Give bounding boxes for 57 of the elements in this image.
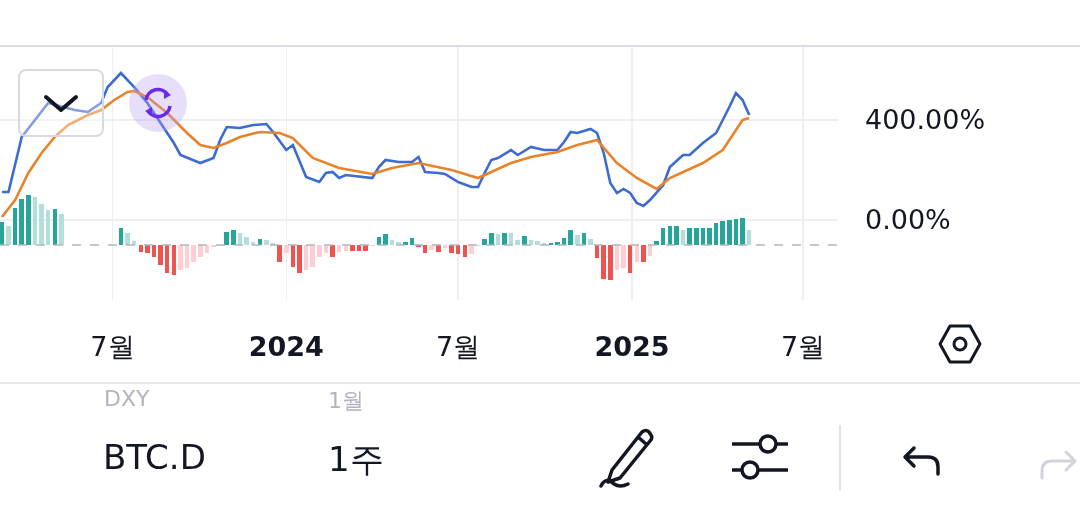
bar: [283, 245, 289, 253]
y-tick-label: 400.00%: [865, 104, 986, 136]
x-tick-label: 2024: [248, 331, 324, 362]
bar: [310, 245, 315, 267]
bar: [449, 245, 454, 253]
bar: [621, 245, 626, 268]
bar: [601, 245, 606, 279]
x-tick-label: 2025: [594, 331, 670, 362]
bar: [502, 233, 507, 245]
bar: [231, 230, 236, 245]
bar: [515, 240, 520, 245]
bar: [19, 199, 24, 245]
bar: [158, 245, 163, 265]
bar: [568, 230, 573, 245]
bar: [535, 241, 540, 245]
line-series: [0, 71, 751, 208]
bar: [383, 234, 388, 245]
bar: [125, 233, 130, 245]
bar: [574, 235, 580, 245]
bar: [482, 239, 487, 245]
bar: [720, 221, 726, 245]
bar: [687, 228, 692, 245]
bar: [244, 237, 249, 245]
text: DXY: [104, 386, 150, 411]
bar: [277, 245, 282, 262]
bar: [264, 240, 269, 245]
bar: [224, 232, 230, 245]
bar: [317, 245, 322, 257]
bar: [59, 214, 64, 245]
x-tick-label: 7월: [780, 331, 826, 362]
bar: [6, 226, 11, 245]
text: BTC.D: [103, 437, 206, 477]
line-series: [0, 89, 751, 219]
bar: [0, 222, 5, 245]
bar: [608, 245, 613, 280]
bar: [489, 233, 494, 245]
text: 1주: [328, 438, 384, 481]
bar: [694, 228, 699, 245]
bar: [350, 245, 355, 251]
bar: [707, 228, 712, 245]
bar: [297, 245, 302, 273]
bar: [39, 204, 44, 245]
bar: [178, 245, 183, 270]
bar: [198, 245, 203, 257]
bar: [740, 218, 745, 245]
x-tick-label: 7월: [90, 331, 135, 362]
bar: [674, 226, 679, 245]
bar: [641, 245, 646, 262]
bar: [727, 220, 732, 245]
bar: [26, 195, 31, 245]
bar: [588, 239, 593, 245]
x-tick-label: 7월: [436, 331, 481, 362]
bar: [330, 245, 335, 257]
text: 1월: [328, 387, 364, 415]
bar: [191, 245, 196, 262]
y-tick-label: 0.00%: [865, 204, 951, 236]
bar: [429, 245, 435, 250]
